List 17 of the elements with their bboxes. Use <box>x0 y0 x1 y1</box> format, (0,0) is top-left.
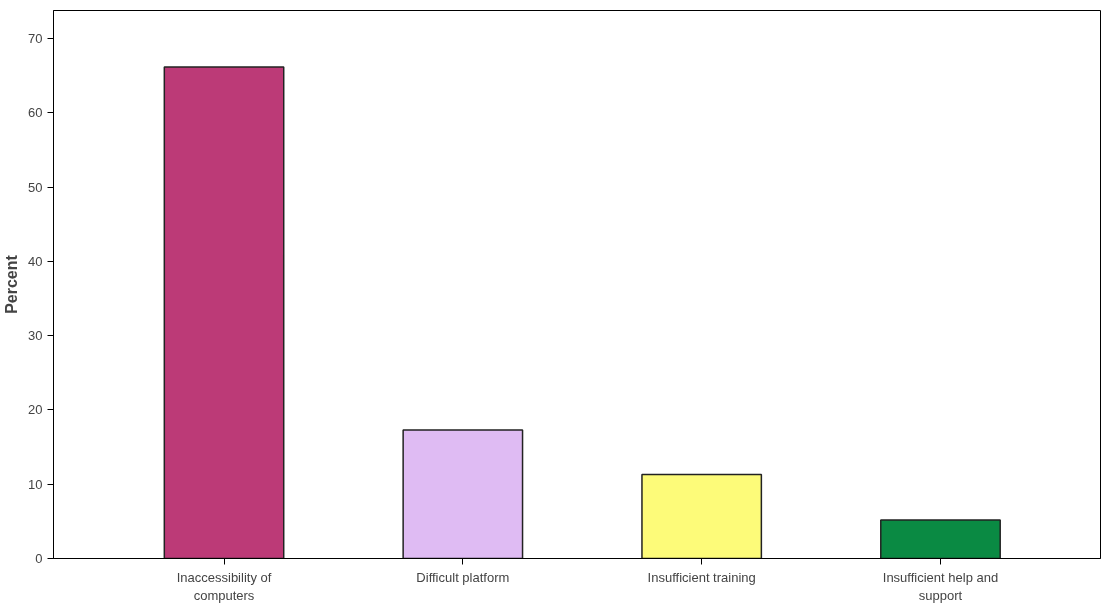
y-axis-title: Percent <box>3 254 21 314</box>
bar <box>402 429 524 559</box>
bar <box>880 519 1001 559</box>
y-tick-label: 40 <box>28 253 43 269</box>
y-tick-label: 0 <box>35 551 43 566</box>
y-tick-label: 30 <box>28 328 43 344</box>
x-tick-label: Insufficient help and support <box>882 569 999 603</box>
y-tick-label: 60 <box>28 105 43 121</box>
bar <box>163 66 285 559</box>
bar <box>641 473 763 559</box>
y-tick-label: 70 <box>28 31 43 47</box>
y-tick-label: 20 <box>28 402 43 418</box>
x-tick-label: Inaccessibility of computers <box>176 569 272 603</box>
y-tick-label: 10 <box>28 476 43 492</box>
x-tick-label: Insufficient training <box>647 569 756 585</box>
x-tick-label: Difficult platform <box>416 569 510 585</box>
y-tick-label: 50 <box>28 179 43 195</box>
